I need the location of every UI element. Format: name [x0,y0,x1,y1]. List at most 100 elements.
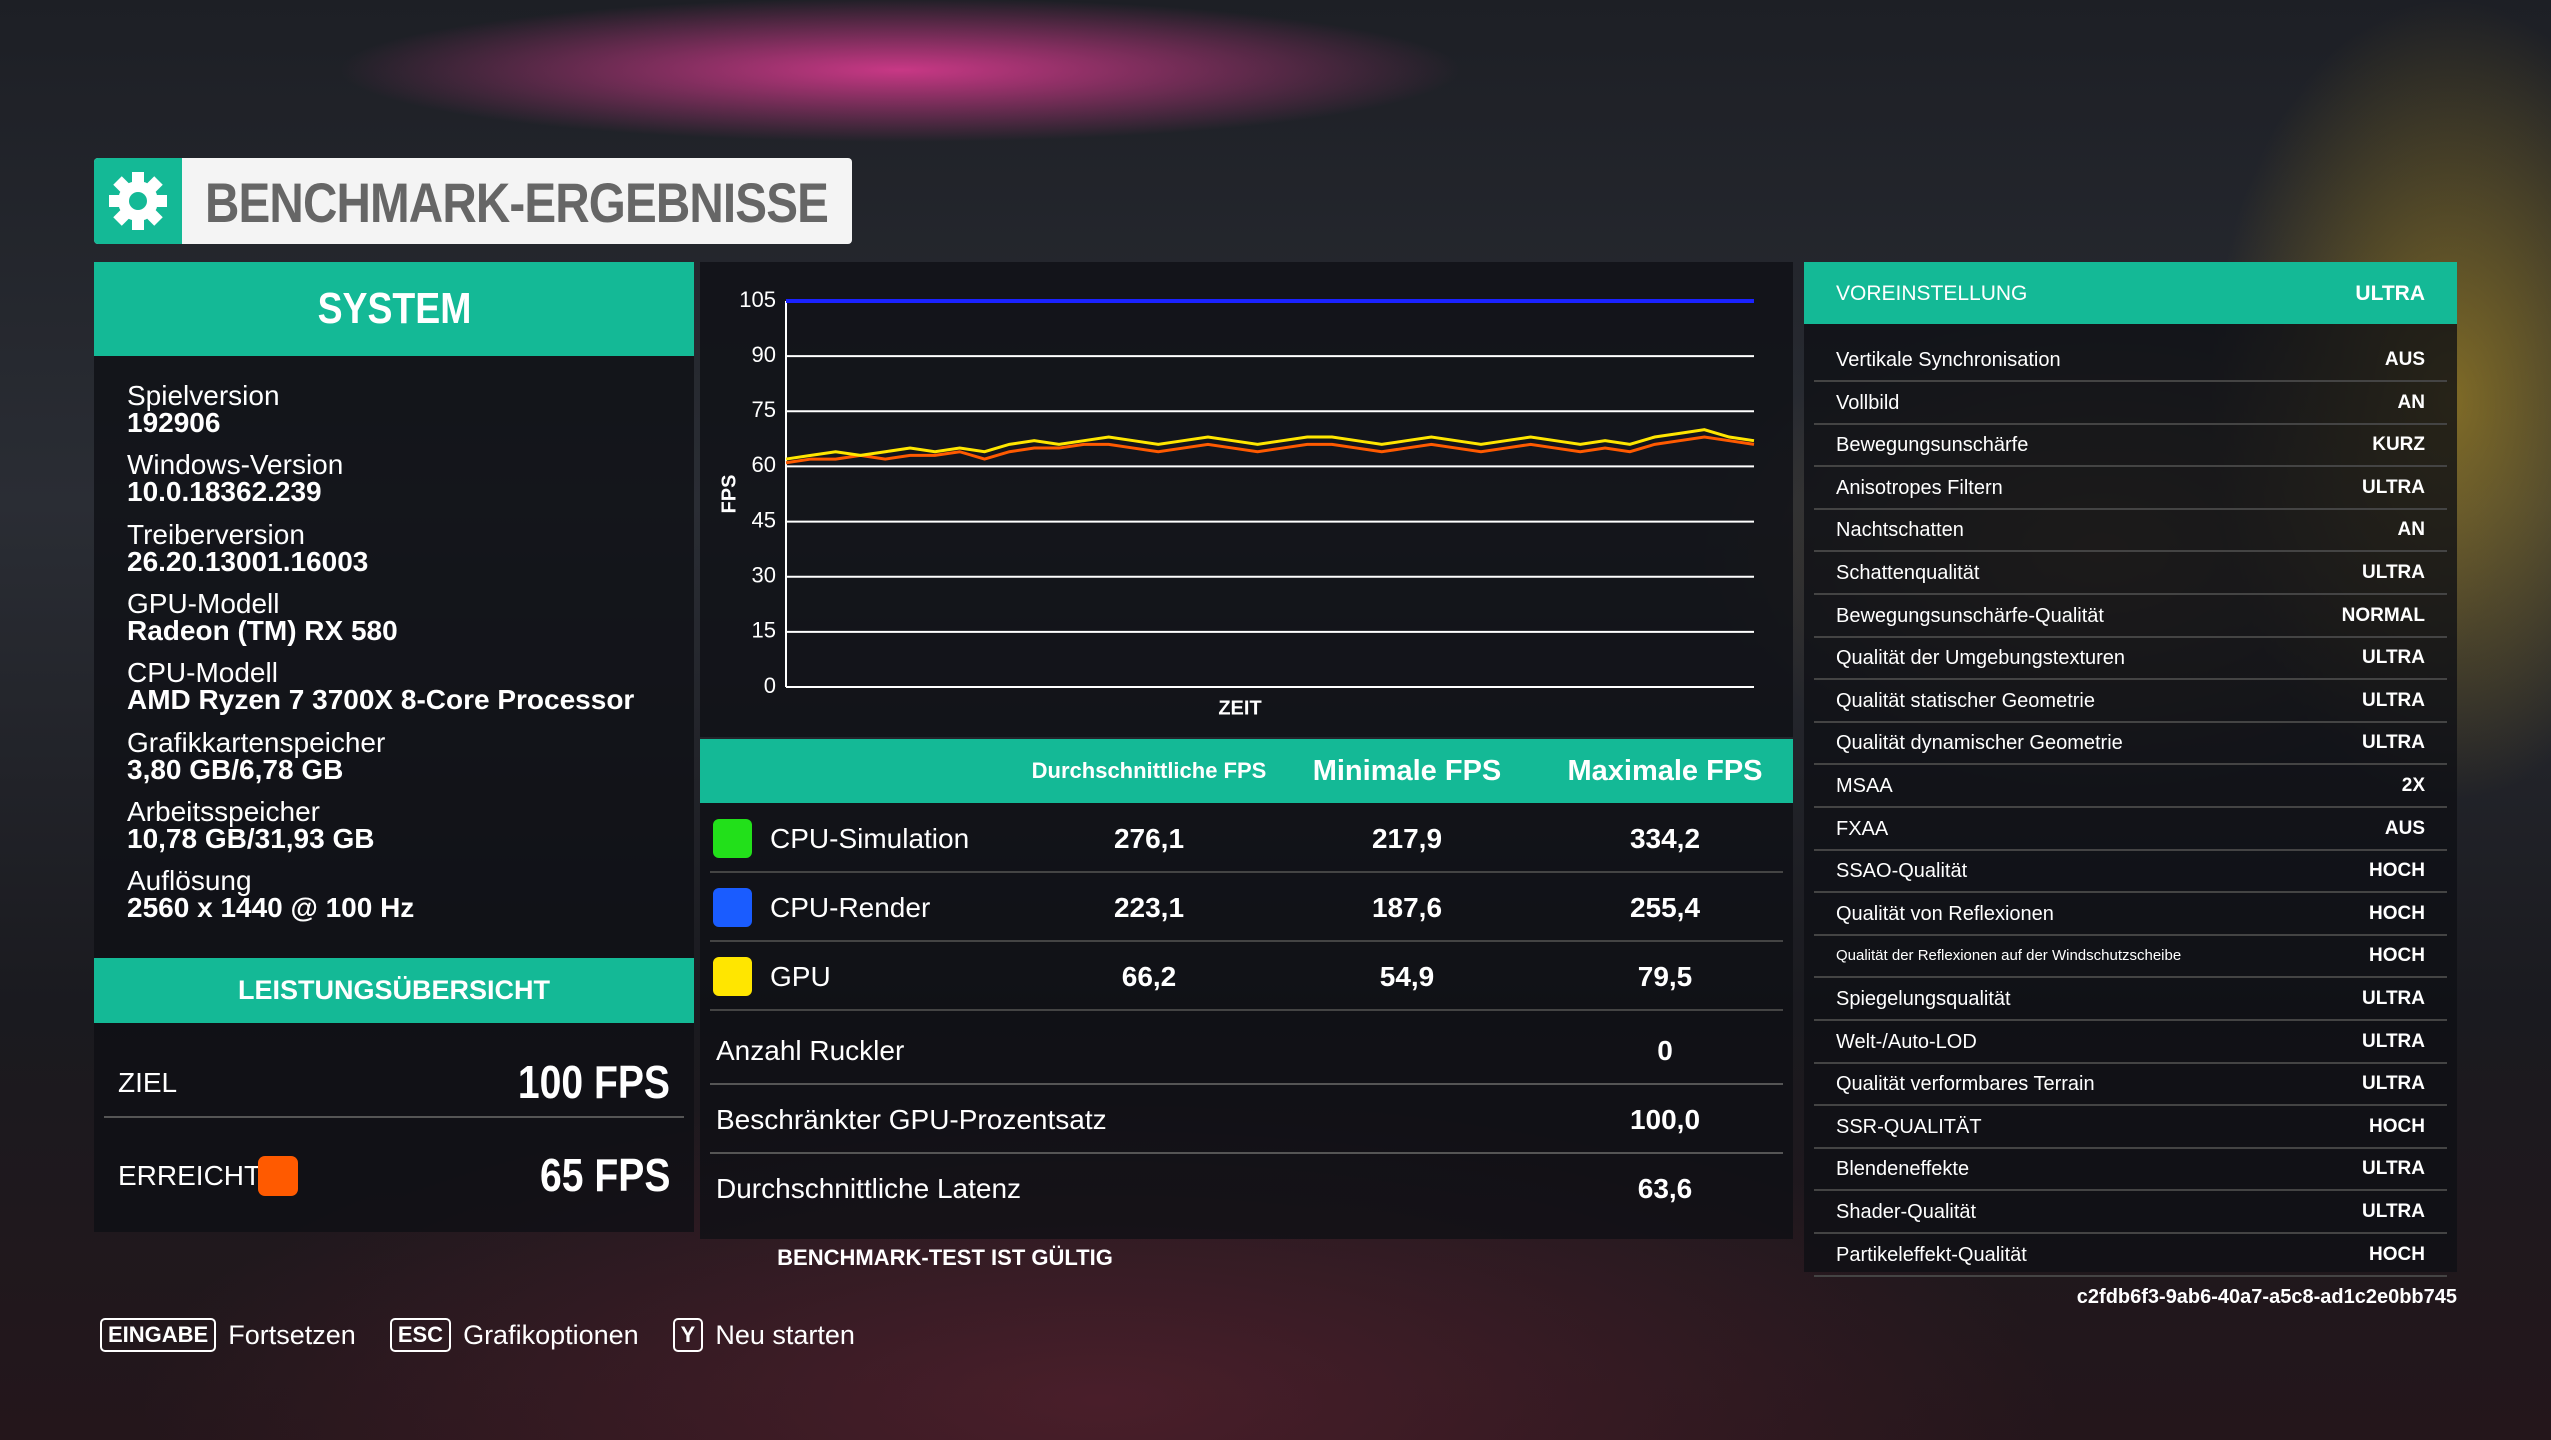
setting-divider [1814,1019,2447,1021]
column-header: Minimale FPS [1312,755,1502,787]
setting-label: Qualität statischer Geometrie [1836,689,2095,712]
setting-label: Bewegungsunschärfe [1836,434,2029,457]
stat-value: 100,0 [1629,1104,1701,1135]
key-cap: EINGABE [100,1318,217,1352]
footer-button[interactable]: ESC Grafikoptionen [389,1318,639,1352]
setting-label: Vollbild [1836,391,1900,414]
stat-divider [710,1152,1783,1154]
setting-label: Anisotropes Filtern [1836,476,2003,499]
setting-divider [1814,1061,2447,1064]
setting-value: AN [2397,391,2425,413]
setting-divider [1814,422,2447,425]
setting-value: HOCH [2369,1243,2425,1265]
setting-value: AN [2397,519,2425,541]
system-label: Spielversion [127,380,280,411]
row-divider [710,1009,1783,1011]
row-value: 217,9 [1371,823,1443,854]
row-value: 276,1 [1113,823,1185,854]
system-value: Radeon (TM) RX 580 [127,614,398,646]
key-label: Fortsetzen [228,1319,356,1350]
setting-value: ULTRA [2362,689,2425,711]
setting-divider [1814,678,2447,681]
key-cap: Y [672,1318,704,1352]
row-divider [710,871,1783,873]
y-tick-label: 0 [764,673,776,698]
overview-divider [104,1116,684,1118]
row-divider [710,940,1783,942]
row-value: 187,6 [1371,892,1443,923]
row-value: 223,1 [1113,892,1185,923]
settings-header-label: VOREINSTELLUNG [1836,282,2028,305]
system-value: 192906 [127,407,221,438]
footer-button[interactable]: EINGABE Fortsetzen [100,1318,356,1352]
setting-divider [1814,1189,2447,1192]
row-label: GPU [770,961,831,992]
system-label: Auflösung [127,865,252,897]
setting-value: KURZ [2372,434,2425,456]
setting-value: HOCH [2369,860,2425,882]
setting-value: ULTRA [2362,647,2425,669]
table-panel [700,739,1793,1239]
footer-button[interactable]: Y Neu starten [672,1318,855,1352]
status-text: BENCHMARK-TEST IST GÜLTIG [777,1245,1113,1270]
y-tick-label: 30 [752,563,776,588]
setting-value: AUS [2384,349,2425,370]
system-title-text: SYSTEM [317,284,471,333]
system-value: 10.0.18362.239 [127,476,322,508]
stat-label: Durchschnittliche Latenz [716,1173,1022,1204]
setting-divider [1814,465,2447,468]
setting-label: Vertikale Synchronisation [1836,349,2061,371]
setting-value: ULTRA [2362,1030,2425,1052]
setting-value: ULTRA [2362,1158,2425,1180]
row-label: CPU-Simulation [770,823,970,854]
legend-swatch [713,957,752,996]
setting-label: SSR-QUALITÄT [1836,1115,1982,1138]
system-value: 2560 x 1440 @ 100 Hz [127,892,415,924]
setting-value: ULTRA [2362,988,2425,1009]
row-value: 334,2 [1629,823,1701,854]
footer: EINGABE Fortsetzen ESC Grafikoptionen Y Neu s… [100,1318,855,1352]
setting-divider [1814,1146,2447,1149]
setting-value: ULTRA [2362,1201,2425,1222]
setting-label: Bewegungsunschärfe-Qualität [1836,604,2104,627]
y-axis-label: FPS [718,475,740,514]
y-tick-label: 45 [752,507,776,532]
y-tick-label: 90 [752,342,776,367]
stat-value: 0 [1657,1035,1673,1066]
setting-value: ULTRA [2362,476,2425,498]
setting-label: Blendeneffekte [1836,1158,1970,1181]
overview-value: 100 FPS [517,1056,670,1108]
setting-label: Qualität der Reflexionen auf der Windsch… [1836,947,2182,965]
setting-value: 2X [2401,775,2425,796]
system-label: Windows-Version [127,449,344,481]
setting-label: Qualität von Reflexionen [1836,902,2054,925]
setting-value: ULTRA [2362,732,2425,754]
setting-value: HOCH [2369,1115,2425,1137]
overview-title: LEISTUNGSÜBERSICHT [94,958,694,1023]
settings-header-value: ULTRA [2355,282,2425,305]
setting-divider [1814,806,2447,808]
setting-divider [1814,1274,2447,1277]
setting-label: Spiegelungsqualität [1836,988,2011,1010]
x-axis-label: ZEIT [1218,697,1261,719]
stat-label: Anzahl Ruckler [716,1035,905,1066]
setting-divider [1814,1104,2447,1107]
setting-label: Qualität verformbares Terrain [1836,1073,2095,1096]
gear-icon [109,172,167,230]
key-label: Grafikoptionen [463,1319,639,1350]
setting-divider [1814,635,2447,638]
results-table: Durchschnittliche FPS Minimale FPS Maximal… [700,739,1793,1239]
setting-divider [1814,380,2447,382]
setting-divider [1814,976,2447,979]
series-line [785,428,1755,461]
setting-label: Schattenqualität [1836,562,1980,584]
setting-divider [1814,720,2447,723]
setting-label: Qualität der Umgebungstexturen [1836,647,2126,670]
series-line [785,435,1755,465]
system-label: CPU-Modell [127,657,278,689]
setting-divider [1814,550,2447,553]
system-value: 3,80 GB/6,78 GB [127,753,344,785]
chart-panel [700,262,1793,737]
setting-value: AUS [2384,817,2425,839]
